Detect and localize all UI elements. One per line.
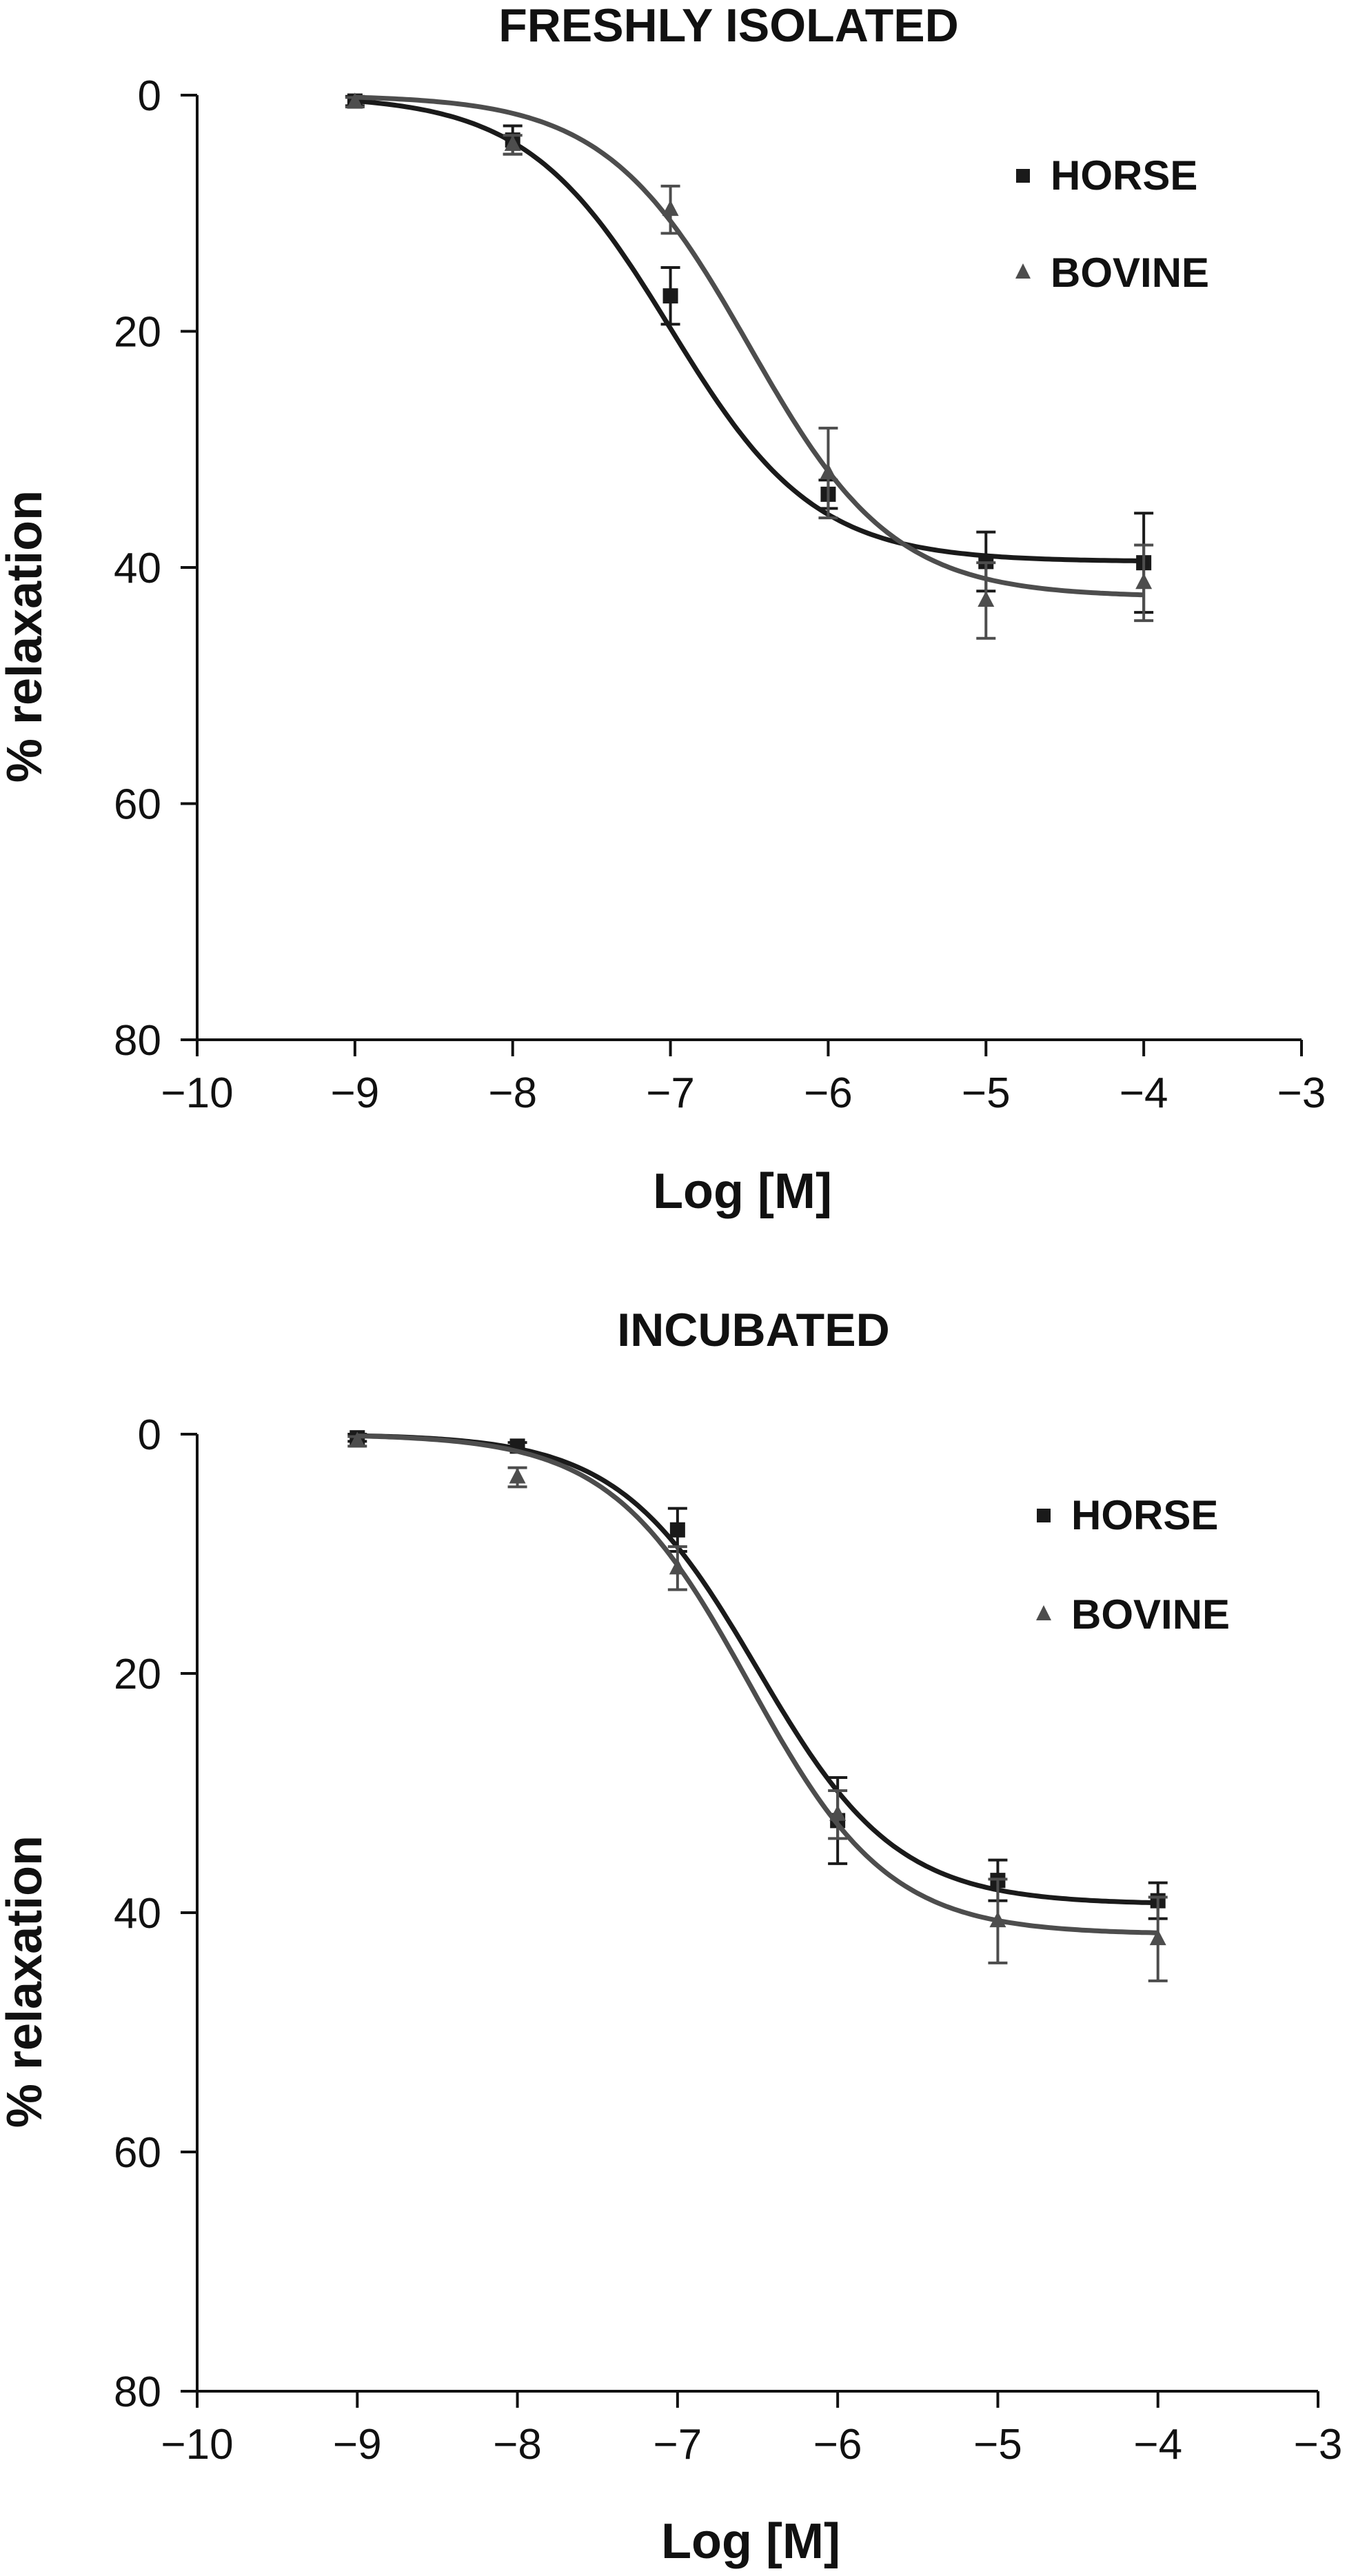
x-tick-label: −4	[1120, 1069, 1168, 1117]
y-tick-label: 20	[114, 1651, 161, 1698]
x-tick-label: −10	[161, 2421, 233, 2468]
x-tick-label: −7	[654, 2421, 702, 2468]
legend-label: HORSE	[1071, 1492, 1218, 1538]
x-axis-label: Log [M]	[653, 1164, 832, 1219]
y-tick-label: 0	[138, 1411, 161, 1459]
data-point-triangle	[829, 1804, 847, 1821]
y-axis-label: % relaxation	[0, 490, 52, 783]
x-tick-label: −5	[962, 1069, 1011, 1117]
x-tick-label: −3	[1277, 1069, 1326, 1117]
x-tick-label: −5	[973, 2421, 1022, 2468]
y-tick-label: 40	[114, 1890, 161, 1938]
data-point-square	[669, 1522, 685, 1538]
legend-entry-horse: HORSE	[1016, 152, 1197, 199]
chart-title: INCUBATED	[617, 1304, 889, 1356]
legend-entry-bovine: BOVINE	[1015, 250, 1209, 296]
x-tick-label: −9	[331, 1069, 380, 1117]
y-tick-label: 20	[114, 309, 161, 356]
x-tick-label: −4	[1133, 2421, 1182, 2468]
x-axis-label: Log [M]	[661, 2514, 840, 2569]
y-tick-label: 80	[114, 2368, 161, 2416]
legend-marker-triangle	[1015, 263, 1031, 279]
fit-curve-horse	[354, 98, 1144, 563]
data-point-square	[662, 288, 678, 304]
chart-title: FRESHLY ISOLATED	[498, 0, 959, 52]
y-tick-label: 0	[138, 72, 161, 120]
legend-label: BOVINE	[1051, 250, 1209, 296]
data-point-triangle	[1149, 1929, 1166, 1946]
x-tick-label: −9	[333, 2421, 382, 2468]
x-tick-label: −3	[1294, 2421, 1343, 2468]
data-point-triangle	[346, 92, 363, 109]
legend-marker-square	[1016, 169, 1030, 183]
chart-panel-2: INCUBATED −10 −9 −8 −7 −6 −5 −4 −3 0 20 40 60 80 Log […	[0, 1304, 1342, 2569]
y-tick-label: 60	[114, 2129, 161, 2177]
legend-label: BOVINE	[1071, 1591, 1230, 1638]
data-point-triangle	[669, 1558, 686, 1575]
fit-curve-horse	[357, 1433, 1158, 1906]
x-tick-label: −6	[804, 1069, 853, 1117]
data-point-triangle	[509, 1467, 526, 1484]
x-tick-label: −7	[646, 1069, 695, 1117]
legend-entry-horse: HORSE	[1037, 1492, 1218, 1538]
data-point-triangle	[820, 463, 837, 479]
x-tick-label: −8	[493, 2421, 542, 2468]
data-point-triangle	[349, 1431, 366, 1448]
series-horse	[347, 1430, 1168, 1920]
chart-panel-1: FRESHLY ISOLATED −10 −9 −8 −7 −6 −5 −4 −3 0 20 40 60…	[0, 0, 1326, 1219]
series-bovine	[345, 92, 1154, 640]
legend-marker-triangle	[1036, 1605, 1051, 1620]
series-bovine	[347, 1431, 1168, 1982]
x-tick-label: −10	[161, 1069, 233, 1117]
fit-curve-bovine	[357, 1433, 1158, 1935]
y-tick-label: 40	[114, 545, 161, 592]
x-tick-label: −8	[488, 1069, 537, 1117]
data-point-triangle	[1135, 573, 1153, 590]
y-tick-label: 60	[114, 781, 161, 829]
y-axis-label: % relaxation	[0, 1835, 52, 2128]
data-point-triangle	[504, 134, 521, 151]
y-tick-label: 80	[114, 1017, 161, 1065]
data-point-triangle	[662, 200, 679, 217]
legend-marker-square	[1037, 1509, 1051, 1522]
legend-label: HORSE	[1051, 152, 1197, 199]
x-tick-label: −6	[813, 2421, 862, 2468]
data-point-triangle	[989, 1911, 1006, 1928]
fit-curve-bovine	[354, 94, 1144, 598]
series-horse	[345, 93, 1154, 614]
data-point-triangle	[978, 590, 995, 607]
legend-entry-bovine: BOVINE	[1036, 1591, 1230, 1638]
